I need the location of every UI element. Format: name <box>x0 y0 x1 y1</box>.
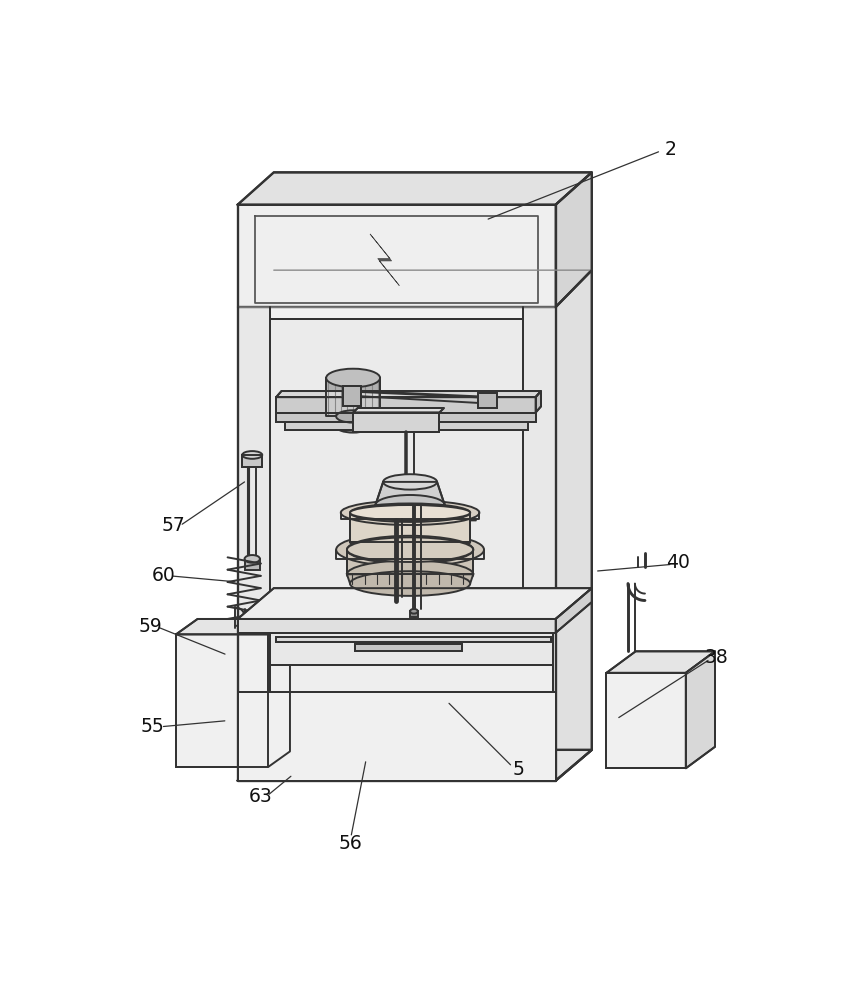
Text: 56: 56 <box>339 834 363 853</box>
Polygon shape <box>238 172 592 205</box>
Polygon shape <box>555 270 592 781</box>
Polygon shape <box>353 413 439 432</box>
Ellipse shape <box>350 503 470 522</box>
Polygon shape <box>238 619 555 633</box>
Polygon shape <box>350 513 476 520</box>
Ellipse shape <box>326 407 380 426</box>
Polygon shape <box>285 422 528 430</box>
Polygon shape <box>522 307 555 781</box>
Ellipse shape <box>326 369 380 387</box>
Ellipse shape <box>245 555 260 563</box>
Ellipse shape <box>347 537 473 562</box>
Polygon shape <box>353 408 444 413</box>
Polygon shape <box>355 644 463 651</box>
Polygon shape <box>375 482 445 505</box>
Text: 55: 55 <box>141 717 165 736</box>
Polygon shape <box>276 413 536 422</box>
Polygon shape <box>686 651 715 768</box>
Polygon shape <box>350 513 470 542</box>
Polygon shape <box>478 393 498 408</box>
Polygon shape <box>272 604 284 636</box>
Polygon shape <box>276 397 536 413</box>
Ellipse shape <box>347 560 473 588</box>
Text: 57: 57 <box>162 516 186 535</box>
Ellipse shape <box>273 613 282 628</box>
Polygon shape <box>276 637 551 642</box>
Text: 2: 2 <box>665 140 677 159</box>
Polygon shape <box>238 692 555 781</box>
Polygon shape <box>242 455 262 466</box>
Ellipse shape <box>347 536 473 564</box>
Polygon shape <box>326 378 380 416</box>
Polygon shape <box>176 634 268 767</box>
Ellipse shape <box>383 474 437 490</box>
Ellipse shape <box>242 451 262 459</box>
Polygon shape <box>606 651 715 673</box>
Ellipse shape <box>350 533 470 551</box>
Polygon shape <box>276 391 541 397</box>
Polygon shape <box>238 307 555 781</box>
Polygon shape <box>410 611 418 617</box>
Text: 40: 40 <box>666 553 690 572</box>
Ellipse shape <box>410 609 418 614</box>
Polygon shape <box>245 559 260 570</box>
Polygon shape <box>238 588 592 619</box>
Ellipse shape <box>336 533 484 567</box>
Polygon shape <box>336 416 370 426</box>
Polygon shape <box>270 319 522 776</box>
Text: 60: 60 <box>152 566 176 585</box>
Polygon shape <box>270 633 554 665</box>
Ellipse shape <box>336 410 370 423</box>
Polygon shape <box>238 205 555 307</box>
Text: 63: 63 <box>249 787 273 806</box>
Polygon shape <box>606 673 686 768</box>
Ellipse shape <box>350 505 470 520</box>
Ellipse shape <box>350 571 470 596</box>
Polygon shape <box>268 619 290 767</box>
Ellipse shape <box>340 500 480 525</box>
Polygon shape <box>238 307 270 781</box>
Polygon shape <box>536 391 541 413</box>
Polygon shape <box>176 619 290 634</box>
Ellipse shape <box>375 495 445 515</box>
Ellipse shape <box>336 420 370 433</box>
Polygon shape <box>555 172 592 307</box>
Polygon shape <box>370 234 399 286</box>
Polygon shape <box>238 750 592 781</box>
Polygon shape <box>270 665 554 692</box>
Text: 5: 5 <box>513 760 525 779</box>
Polygon shape <box>347 550 473 574</box>
Polygon shape <box>343 386 361 406</box>
Polygon shape <box>347 574 473 584</box>
Text: 59: 59 <box>138 617 162 636</box>
Text: 38: 38 <box>705 648 728 667</box>
Polygon shape <box>555 588 592 633</box>
